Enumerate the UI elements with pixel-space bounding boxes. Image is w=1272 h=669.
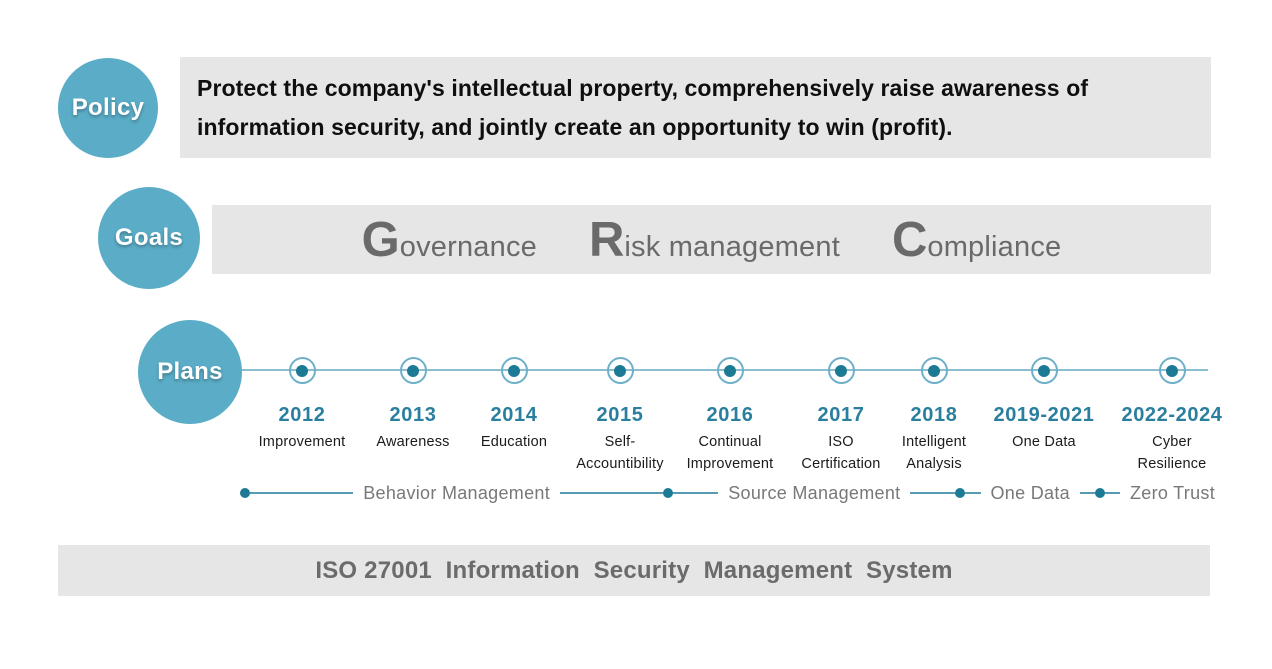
phase-line <box>673 492 719 494</box>
goal-initial: G <box>361 212 400 267</box>
node-dot-icon <box>296 364 308 377</box>
milestone-label: Cyber Resilience <box>1137 434 1207 472</box>
phase-line <box>1104 492 1120 494</box>
plans-badge: Plans <box>138 320 242 424</box>
node-dot-icon <box>1038 364 1050 377</box>
milestone-2017: 2017 ISO Certification <box>766 357 916 475</box>
phases-row: Behavior Management Source Management On… <box>240 481 1225 505</box>
milestone-label: Intelligent Analysis <box>901 434 967 472</box>
phase-line <box>910 492 956 494</box>
milestone-year: 2019-2021 <box>993 404 1095 426</box>
phase-dot-icon <box>240 488 250 498</box>
milestone-2015: 2015 Self- Accountibility <box>545 357 695 475</box>
footer-panel: ISO 27001 Information Security Managemen… <box>58 545 1210 596</box>
milestone-label: One Data <box>1012 434 1076 450</box>
goal-rest: overnance <box>399 230 537 263</box>
milestone-2016: 2016 Continual Improvement <box>655 357 805 475</box>
node-dot-icon <box>614 364 626 377</box>
footer-title: ISO 27001 Information Security Managemen… <box>315 556 953 584</box>
phase-line <box>250 492 354 494</box>
milestone-year: 2017 <box>817 404 865 426</box>
milestone-2019-2021: 2019-2021 One Data <box>969 357 1119 453</box>
timeline-node-icon <box>399 357 427 384</box>
node-dot-icon <box>508 364 520 377</box>
goal-item-governance: Governance <box>362 212 537 268</box>
goal-rest: ompliance <box>927 230 1062 263</box>
milestone-label: Improvement <box>258 434 346 450</box>
goals-badge-label: Goals <box>114 224 184 251</box>
phase-dot-icon <box>1094 488 1105 498</box>
milestone-label: Education <box>480 434 548 450</box>
node-dot-icon <box>928 364 940 377</box>
plans-badge-label: Plans <box>157 358 223 385</box>
timeline-node-icon <box>827 357 855 384</box>
goals-badge: Goals <box>98 187 200 289</box>
node-dot-icon <box>407 364 419 377</box>
timeline-node-icon <box>716 357 744 384</box>
milestone-label: ISO Certification <box>801 434 881 472</box>
phase-line <box>560 492 664 494</box>
node-dot-icon <box>1166 364 1178 377</box>
milestone-year: 2012 <box>278 404 326 426</box>
milestone-label: Awareness <box>376 434 450 450</box>
milestone-year: 2022-2024 <box>1121 404 1223 426</box>
phase-dot-icon <box>955 488 966 498</box>
phase-line <box>965 492 981 494</box>
node-dot-icon <box>835 364 847 377</box>
timeline-node-icon <box>500 357 528 384</box>
phase-dot-icon <box>663 488 674 498</box>
milestone-2013: 2013 Awareness <box>338 357 488 453</box>
milestone-2014: 2014 Education <box>439 357 589 453</box>
milestone-year: 2018 <box>910 404 958 426</box>
goal-item-compliance: Compliance <box>892 212 1061 268</box>
node-dot-icon <box>724 364 736 377</box>
milestone-2022-2024: 2022-2024 Cyber Resilience <box>1097 357 1247 475</box>
goal-initial: C <box>891 212 928 267</box>
policy-badge-label: Policy <box>71 94 145 121</box>
phase-label-one-data: One Data <box>990 482 1070 503</box>
timeline-node-icon <box>288 357 316 384</box>
milestone-year: 2015 <box>596 404 644 426</box>
milestone-year: 2014 <box>490 404 538 426</box>
milestone-label: Continual Improvement <box>686 434 774 472</box>
goal-rest: isk management <box>624 230 840 263</box>
milestone-2018: 2018 Intelligent Analysis <box>859 357 1009 475</box>
goals-panel: Governance Risk management Compliance <box>212 205 1211 274</box>
phase-line <box>1079 492 1095 494</box>
goal-item-risk-management: Risk management <box>589 212 840 268</box>
phase-label-zero-trust: Zero Trust <box>1129 482 1216 503</box>
goal-initial: R <box>589 212 625 267</box>
timeline-node-icon <box>920 357 948 384</box>
timeline-node-icon <box>606 357 634 384</box>
timeline-node-icon <box>1030 357 1058 384</box>
policy-statement-panel: Protect the company's intellectual prope… <box>180 57 1211 158</box>
phase-label-source-management: Source Management <box>728 482 901 503</box>
policy-badge: Policy <box>58 58 158 158</box>
milestone-year: 2016 <box>706 404 754 426</box>
milestone-label: Self- Accountibility <box>576 434 664 472</box>
timeline-node-icon <box>1158 357 1186 384</box>
milestone-2012: 2012 Improvement <box>227 357 377 453</box>
phase-label-behavior-management: Behavior Management <box>363 482 551 503</box>
milestone-year: 2013 <box>389 404 437 426</box>
policy-statement: Protect the company's intellectual prope… <box>197 75 1089 140</box>
